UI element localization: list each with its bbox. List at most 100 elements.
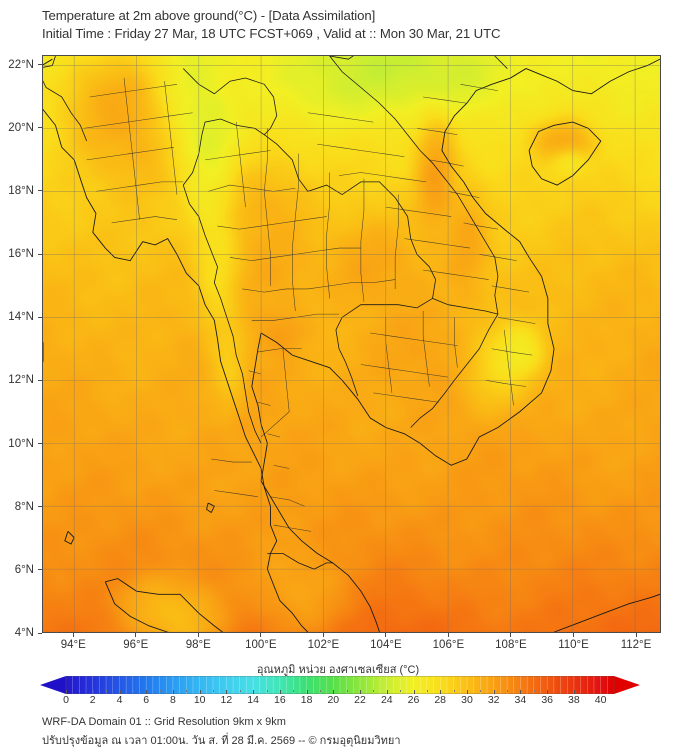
x-axis-tick-mark: [197, 633, 199, 637]
x-axis-tick-label: 98°E: [185, 639, 211, 651]
colorbar[interactable]: [40, 676, 640, 694]
colorbar-tick-mark: [360, 690, 361, 694]
colorbar-tick-mark: [253, 690, 255, 694]
colorbar-minor-tick: [560, 690, 562, 692]
colorbar-minor-tick: [507, 690, 509, 692]
colorbar-section: อุณหภูมิ หน่วย องศาเซลเซียส (°C) 0 2 4 6 8 10…: [0, 660, 676, 706]
colorbar-minor-tick: [266, 690, 268, 692]
x-axis-tick-mark: [573, 633, 574, 637]
colorbar-tick-mark: [413, 690, 415, 694]
x-axis-tick-mark: [135, 633, 137, 637]
colorbar-tick-label: 6: [143, 694, 150, 706]
x-axis-tick-label: 108°E: [495, 639, 527, 651]
colorbar-minor-tick: [186, 690, 188, 692]
colorbar-tick-mark: [92, 690, 94, 694]
colorbar-tick-label: 30: [461, 694, 473, 706]
colorbar-minor-tick: [533, 690, 535, 692]
footer-domain-info: WRF-DA Domain 01 :: Grid Resolution 9km …: [42, 716, 286, 728]
colorbar-minor-tick: [213, 690, 214, 692]
colorbar-tick-label: 16: [274, 694, 286, 706]
colorbar-minor-tick: [373, 690, 375, 692]
colorbar-tick-mark: [279, 690, 281, 694]
colorbar-tick-mark: [467, 690, 468, 694]
y-axis-tick-label: 12°N: [8, 374, 34, 387]
colorbar-tick-label: 40: [594, 694, 607, 706]
colorbar-tick-label: 18: [300, 694, 313, 706]
temperature-map-plot[interactable]: [42, 55, 661, 633]
y-axis-tick-label: 6°N: [14, 563, 34, 576]
colorbar-tick-mark: [573, 690, 575, 694]
temperature-field: [43, 56, 660, 632]
x-axis-tick-mark: [385, 633, 387, 637]
colorbar-tick-label: 10: [193, 694, 206, 706]
colorbar-title: อุณหภูมิ หน่วย องศาเซลเซียส (°C): [256, 664, 420, 676]
colorbar-tick-label: 34: [514, 694, 527, 706]
colorbar-tick-label: 0: [63, 694, 69, 706]
colorbar-minor-tick: [400, 690, 402, 692]
colorbar-minor-tick: [79, 690, 81, 692]
colorbar-tick-mark: [66, 690, 67, 694]
colorbar-tick-mark: [226, 690, 228, 694]
colorbar-tick-label: 28: [434, 694, 447, 706]
colorbar-tick-mark: [199, 690, 201, 694]
x-axis-tick-mark: [510, 633, 512, 637]
x-axis-tick-label: 102°E: [307, 639, 340, 651]
colorbar-tick-label: 14: [247, 694, 259, 706]
chart-subtitle: Initial Time : Friday 27 Mar, 18 UTC FCS…: [42, 26, 501, 41]
colorbar-tick-label: 24: [380, 694, 393, 706]
colorbar-minor-tick: [426, 690, 428, 692]
y-axis-tick-label: 18°N: [8, 184, 34, 197]
x-axis-tick-label: 110°E: [558, 639, 589, 651]
colorbar-minor-tick: [132, 690, 134, 692]
colorbar-tick-label: 22: [354, 694, 366, 706]
colorbar-tick-label: 12: [220, 694, 233, 706]
x-axis-tick-mark: [322, 633, 324, 637]
colorbar-minor-tick: [239, 690, 241, 692]
x-axis-tick-label: 104°E: [370, 639, 402, 651]
y-axis-tick-label: 10°N: [8, 437, 34, 450]
x-axis-tick-label: 100°E: [245, 639, 277, 651]
colorbar-minor-tick: [587, 690, 589, 692]
colorbar-tick-label: 32: [487, 694, 500, 706]
x-axis-tick-label: 96°E: [123, 639, 149, 651]
y-axis-tick-label: 4°N: [14, 627, 34, 639]
chart-title-block: Temperature at 2m above ground(°C) - [Da…: [42, 7, 501, 43]
colorbar-tick-label: 38: [568, 694, 580, 706]
colorbar-tick-mark: [493, 690, 495, 694]
colorbar-minor-tick: [106, 690, 108, 692]
x-axis-tick-label: 106°E: [432, 639, 465, 651]
colorbar-tick-mark: [119, 690, 121, 694]
colorbar-tick-mark: [547, 690, 549, 694]
colorbar-minor-tick: [480, 690, 482, 692]
y-axis-tick-label: 20°N: [8, 121, 34, 134]
y-axis-tick-label: 8°N: [14, 500, 34, 513]
colorbar-tick-mark: [386, 690, 388, 694]
page-title: Temperature at 2m above ground(°C) - [Da…: [42, 8, 376, 23]
colorbar-tick-label: 26: [407, 694, 420, 706]
colorbar-tick-label: 20: [327, 694, 340, 706]
y-axis-tick-label: 14°N: [8, 311, 34, 324]
x-axis-tick-mark: [447, 633, 449, 637]
colorbar-minor-tick: [159, 690, 161, 692]
x-axis-tick-mark: [260, 633, 262, 637]
y-axis-tick-label: 22°N: [8, 58, 34, 71]
colorbar-tick-label: 36: [541, 694, 554, 706]
colorbar-tick-mark: [440, 690, 442, 694]
colorbar-tick-mark: [146, 690, 148, 694]
colorbar-tick-mark: [306, 690, 308, 694]
x-axis-tick-label: 112°E: [620, 639, 652, 651]
colorbar-tick-label: 8: [169, 694, 176, 706]
colorbar-tick-label: 4: [116, 694, 123, 706]
colorbar-minor-tick: [293, 690, 295, 692]
colorbar-tick-label: 2: [89, 694, 96, 706]
colorbar-tick-mark: [600, 690, 602, 694]
x-axis-tick-label: 94°E: [60, 639, 86, 651]
colorbar-tick-mark: [520, 690, 522, 694]
colorbar-tick-mark: [333, 690, 335, 694]
colorbar-minor-tick: [346, 690, 348, 692]
footer-attribution: ปรับปรุงข้อมูล ณ เวลา 01:00น. วัน ส. ที่…: [42, 735, 401, 747]
colorbar-minor-tick: [320, 690, 321, 692]
colorbar-minor-tick: [453, 690, 455, 692]
y-axis-tick-label: 16°N: [8, 248, 34, 260]
colorbar-tick-mark: [172, 690, 174, 694]
